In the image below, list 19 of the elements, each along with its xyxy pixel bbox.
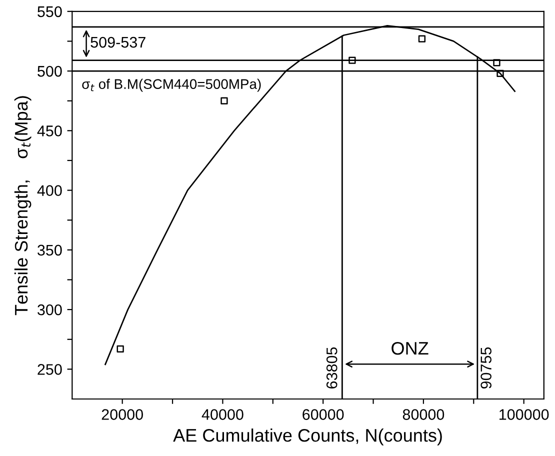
y-tick-label: 550 — [38, 6, 62, 18]
y-tick-label: 450 — [37, 126, 62, 136]
x-tick-label: 100000 — [500, 409, 549, 420]
annotation: ONZ — [392, 342, 428, 355]
ref-line-label: 63805 — [326, 347, 338, 388]
x-axis-title: AE Cumulative Counts, N(counts) — [173, 428, 442, 446]
x-tick-label: 80000 — [402, 409, 444, 420]
x-tick-label: 60000 — [302, 409, 344, 420]
y-tick-label: 250 — [38, 364, 62, 375]
x-tick-label: 40000 — [202, 409, 244, 420]
y-tick-label: 300 — [38, 304, 62, 316]
annotation: 509-537 — [90, 36, 146, 48]
x-tick-label: 20000 — [102, 409, 143, 420]
y-tick-label: 400 — [37, 185, 62, 196]
ref-line-label: 90755 — [480, 347, 492, 389]
y-tick-label: 350 — [38, 244, 62, 256]
y-tick-label: 500 — [38, 66, 62, 77]
ref-line-label: σ$_{t}$ of B.M(SCM440=500MPa) — [82, 78, 261, 92]
y-axis-title: Tensile Strength, σ$_{t}$(Mpa) — [14, 96, 32, 316]
